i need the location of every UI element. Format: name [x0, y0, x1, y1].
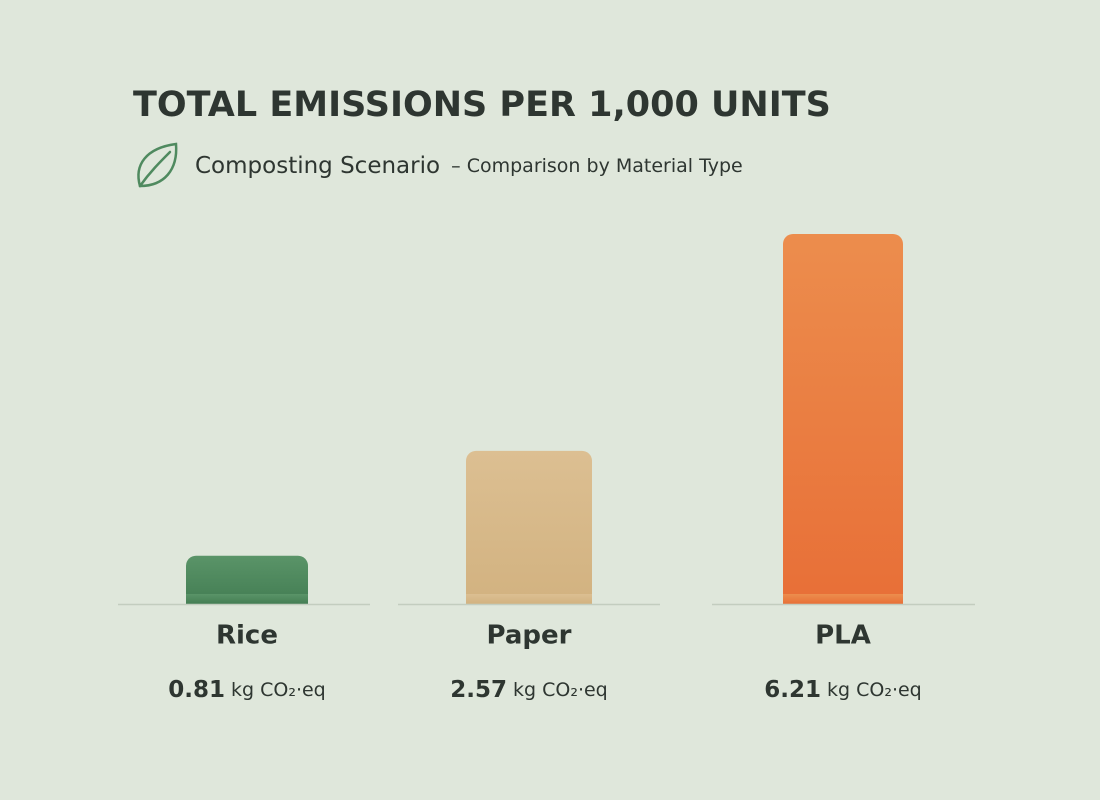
subtitle: Composting Scenario – Comparison by Mate…: [195, 153, 743, 179]
value-number: 2.57: [450, 677, 507, 703]
leaf-icon: [137, 142, 178, 188]
value-label: 6.21 kg CO₂·eq: [764, 677, 921, 703]
value-unit: kg CO₂·eq: [231, 679, 326, 701]
bar-foot: [186, 594, 308, 604]
value-label: 2.57 kg CO₂·eq: [450, 677, 607, 703]
subtitle-detail: – Comparison by Material Type: [451, 155, 743, 177]
bar-foot: [783, 594, 903, 604]
value-unit: kg CO₂·eq: [513, 679, 608, 701]
bar: [783, 234, 903, 604]
bar: [466, 450, 592, 604]
bar-foot: [466, 594, 592, 604]
value-number: 0.81: [168, 677, 225, 703]
x-tick-label: PLA: [815, 621, 871, 651]
value-unit: kg CO₂·eq: [827, 679, 922, 701]
value-label: 0.81 kg CO₂·eq: [168, 677, 325, 703]
subtitle-main: Composting Scenario: [195, 153, 440, 179]
value-number: 6.21: [764, 677, 821, 703]
x-tick-label: Paper: [487, 621, 572, 651]
x-tick-label: Rice: [216, 621, 278, 651]
chart-title: TOTAL EMISSIONS PER 1,000 UNITS: [133, 85, 831, 125]
bar: [186, 555, 308, 604]
